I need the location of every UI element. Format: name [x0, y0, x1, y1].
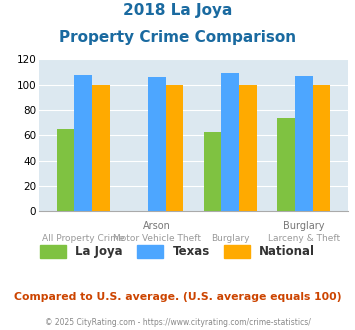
- Text: Burglary: Burglary: [211, 234, 250, 243]
- Legend: La Joya, Texas, National: La Joya, Texas, National: [35, 240, 320, 263]
- Bar: [295, 76, 313, 211]
- Text: Property Crime Comparison: Property Crime Comparison: [59, 30, 296, 45]
- Text: Larceny & Theft: Larceny & Theft: [268, 234, 340, 243]
- Text: © 2025 CityRating.com - https://www.cityrating.com/crime-statistics/: © 2025 CityRating.com - https://www.city…: [45, 318, 310, 327]
- Text: All Property Crime: All Property Crime: [42, 234, 124, 243]
- Bar: [204, 131, 222, 211]
- Bar: [74, 75, 92, 211]
- Bar: [148, 77, 165, 211]
- Bar: [165, 85, 183, 211]
- Bar: [222, 73, 239, 211]
- Bar: [57, 129, 74, 211]
- Text: Compared to U.S. average. (U.S. average equals 100): Compared to U.S. average. (U.S. average …: [14, 292, 341, 302]
- Bar: [239, 85, 257, 211]
- Text: 2018 La Joya: 2018 La Joya: [123, 3, 232, 18]
- Bar: [313, 85, 330, 211]
- Text: Motor Vehicle Theft: Motor Vehicle Theft: [113, 234, 201, 243]
- Bar: [277, 117, 295, 211]
- Bar: [92, 85, 110, 211]
- Text: Burglary: Burglary: [283, 221, 324, 231]
- Text: Arson: Arson: [143, 221, 171, 231]
